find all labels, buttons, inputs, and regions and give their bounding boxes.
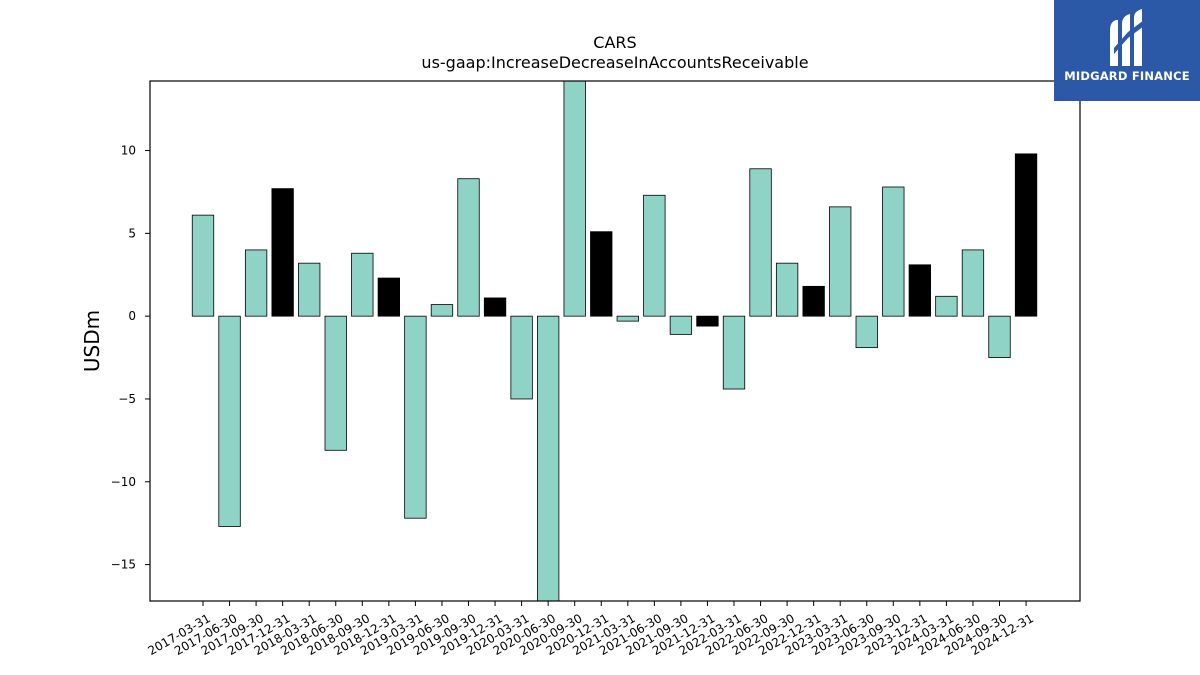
bar-2019-06-30 xyxy=(430,304,454,317)
bar-2024-09-30 xyxy=(988,315,1011,358)
bar-2020-09-30 xyxy=(563,80,586,317)
bar-2022-06-30 xyxy=(749,168,772,317)
bar-2021-12-31 xyxy=(696,315,719,327)
bar-2022-12-31 xyxy=(802,285,825,317)
bar-2024-12-31 xyxy=(1014,153,1038,317)
bar-2019-12-31 xyxy=(483,297,507,317)
x-axis: 2017-03-312017-06-302017-09-302017-12-31… xyxy=(145,601,1036,658)
bar-2023-03-31 xyxy=(829,206,852,317)
bar-2018-12-31 xyxy=(377,277,401,317)
plot-frame xyxy=(149,80,1081,602)
y-tick-label: 0 xyxy=(128,309,136,323)
bar-2017-09-30 xyxy=(244,249,268,317)
chart-subtitle: us-gaap:IncreaseDecreaseInAccountsReceiv… xyxy=(421,53,808,72)
brand-logo: MIDGARD FINANCE xyxy=(1054,0,1200,101)
bar-2023-12-31 xyxy=(908,264,931,317)
bar-2018-06-30 xyxy=(324,315,347,451)
bar-2024-03-31 xyxy=(935,295,958,317)
bar-2020-12-31 xyxy=(590,231,613,317)
bar-2020-03-31 xyxy=(510,315,533,400)
bar-2022-03-31 xyxy=(722,315,746,390)
y-tick-label: −10 xyxy=(111,475,136,489)
y-axis: −15 −10 −5 0 5 10 xyxy=(111,144,150,572)
bars-group xyxy=(191,80,1038,602)
bar-2021-03-31 xyxy=(616,315,639,322)
bar-2024-06-30 xyxy=(961,249,985,317)
bar-2023-09-30 xyxy=(882,186,905,317)
bar-2023-06-30 xyxy=(855,315,878,349)
bar-2019-03-31 xyxy=(404,315,427,519)
bar-2019-09-30 xyxy=(457,178,480,317)
y-tick-label: 10 xyxy=(121,144,136,158)
bar-2018-09-30 xyxy=(351,252,374,317)
midgard-m-icon xyxy=(1110,9,1144,66)
bar-2021-09-30 xyxy=(669,315,693,335)
y-tick-label: −5 xyxy=(118,392,136,406)
y-tick-label: −15 xyxy=(111,558,136,572)
bar-2022-09-30 xyxy=(775,262,799,317)
bar-2017-06-30 xyxy=(218,315,241,527)
chart-title: CARS xyxy=(593,33,636,52)
bar-2018-03-31 xyxy=(298,262,321,317)
y-axis-label: USDm xyxy=(80,310,104,372)
bar-2021-06-30 xyxy=(643,194,666,317)
bar-2020-06-30 xyxy=(537,315,560,602)
y-tick-label: 5 xyxy=(128,226,136,240)
bar-2017-12-31 xyxy=(271,188,294,317)
bar-2017-03-31 xyxy=(191,214,215,317)
brand-name: MIDGARD FINANCE xyxy=(1064,69,1190,83)
